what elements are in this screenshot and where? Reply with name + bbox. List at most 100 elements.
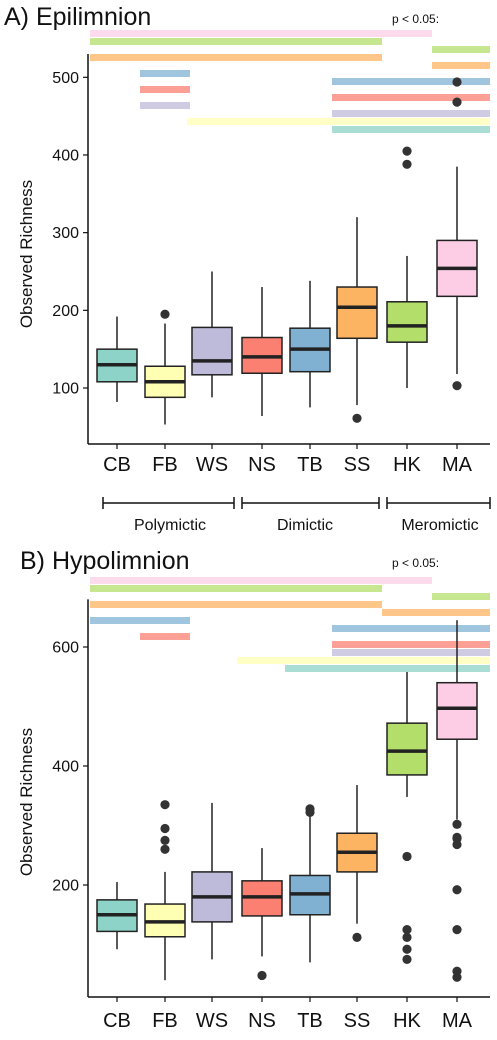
outlier-point xyxy=(160,823,170,834)
outlier-point xyxy=(402,944,412,954)
box-tb xyxy=(289,804,331,963)
x-tick-label-ss: SS xyxy=(344,1010,371,1032)
outlier-point xyxy=(402,159,412,169)
significance-bar-ns xyxy=(332,641,490,648)
x-tick-label-tb: TB xyxy=(297,1010,323,1032)
box-iqr xyxy=(191,326,233,376)
outlier-point xyxy=(452,97,462,107)
significance-bar-ns xyxy=(140,86,190,93)
significance-bar-hk xyxy=(90,38,382,45)
outlier-point xyxy=(402,146,412,156)
outlier-point xyxy=(452,381,462,391)
box-ss xyxy=(336,785,378,942)
panel-epilimnion: A) Epilimnion p < 0.05: Observed Richnes… xyxy=(4,3,490,476)
box-ns xyxy=(241,287,283,416)
y-tick-label: 400 xyxy=(52,147,79,164)
outlier-point xyxy=(452,832,462,843)
y-tick-label: 200 xyxy=(52,878,79,895)
box-hk xyxy=(386,671,428,964)
x-tick-label-tb: TB xyxy=(297,454,323,476)
panel-a-title: A) Epilimnion xyxy=(4,3,151,31)
outlier-point xyxy=(160,800,170,810)
outlier-point xyxy=(160,309,170,319)
box-iqr xyxy=(386,722,428,776)
x-tick-label-ns: NS xyxy=(248,454,276,476)
significance-bar-tb xyxy=(332,625,490,632)
box-ns xyxy=(241,848,283,981)
x-tick-label-ss: SS xyxy=(344,454,371,476)
x-tick-label-ws: WS xyxy=(196,454,228,476)
significance-bar-ss xyxy=(90,601,382,608)
outlier-point xyxy=(452,966,462,976)
panel-b-title: B) Hypolimnion xyxy=(20,547,190,575)
y-tick-label: 600 xyxy=(52,640,79,657)
significance-bar-ss xyxy=(90,54,382,61)
box-hk xyxy=(386,146,428,388)
group-bracket-polymictic xyxy=(102,497,235,509)
box-iqr xyxy=(336,286,378,340)
group-bracket-meromictic xyxy=(386,497,491,509)
significance-bar-fb xyxy=(237,657,490,664)
box-fb xyxy=(144,309,186,425)
y-tick-label: 200 xyxy=(52,303,79,320)
significance-bar-tb xyxy=(332,78,490,85)
y-tick-label: 300 xyxy=(52,225,79,242)
box-ws xyxy=(191,271,233,398)
x-tick-label-cb: CB xyxy=(103,1010,131,1032)
box-cb xyxy=(96,316,138,402)
x-tick-label-fb: FB xyxy=(152,1010,178,1032)
box-ma xyxy=(436,77,478,391)
significance-bar-ma xyxy=(90,577,432,584)
significance-bar-hk xyxy=(432,593,490,600)
panel-b-y-axis-label: Observed Richness xyxy=(17,728,36,876)
x-tick-label-cb: CB xyxy=(103,454,131,476)
significance-bar-cb xyxy=(332,126,490,133)
significance-bar-ws xyxy=(332,649,490,656)
box-fb xyxy=(144,800,186,981)
y-tick-label: 400 xyxy=(52,759,79,776)
panel-hypolimnion: B) Hypolimnion p < 0.05: Observed Richne… xyxy=(17,547,490,1032)
outlier-point xyxy=(160,844,170,854)
outlier-point xyxy=(402,954,412,964)
significance-bar-ns xyxy=(140,633,190,640)
x-tick-label-ws: WS xyxy=(196,1010,228,1032)
x-tick-label-ma: MA xyxy=(442,454,473,476)
x-tick-label-hk: HK xyxy=(393,454,421,476)
outlier-point xyxy=(257,970,267,981)
significance-bar-fb xyxy=(187,118,490,125)
outlier-point xyxy=(452,925,462,935)
box-tb xyxy=(289,280,331,408)
outlier-point xyxy=(160,835,170,845)
y-tick-label: 100 xyxy=(52,381,79,398)
box-cb xyxy=(96,882,138,950)
box-ma xyxy=(436,620,478,982)
group-label-polymictic: Polymictic xyxy=(134,517,206,534)
outlier-point xyxy=(452,885,462,895)
outlier-point xyxy=(402,932,412,942)
significance-bars xyxy=(90,30,490,133)
outlier-point xyxy=(452,77,462,87)
x-tick-label-ns: NS xyxy=(248,1010,276,1032)
significance-bar-ma xyxy=(90,30,432,37)
significance-bars xyxy=(90,577,490,672)
x-tick-label-fb: FB xyxy=(152,454,178,476)
box-iqr xyxy=(436,681,478,740)
outlier-point xyxy=(352,932,362,942)
panel-a-y-axis-label: Observed Richness xyxy=(17,180,36,328)
panel-a-significance-label: p < 0.05: xyxy=(392,12,439,26)
group-label-dimictic: Dimictic xyxy=(277,517,333,534)
significance-bar-tb xyxy=(90,617,190,624)
outlier-point xyxy=(305,804,315,814)
box-iqr xyxy=(386,301,428,343)
box-ws xyxy=(191,802,233,960)
significance-bar-ws xyxy=(332,110,490,117)
lake-group-brackets: Polymictic Dimictic Meromictic xyxy=(102,497,491,534)
significance-bar-ws xyxy=(140,102,190,109)
panel-b-significance-label: p < 0.05: xyxy=(392,556,439,570)
significance-bar-tb xyxy=(140,70,190,77)
x-tick-label-ma: MA xyxy=(442,1010,473,1032)
significance-bar-ss xyxy=(382,609,490,616)
group-bracket-dimictic xyxy=(241,497,380,509)
significance-bar-hk xyxy=(90,585,382,592)
